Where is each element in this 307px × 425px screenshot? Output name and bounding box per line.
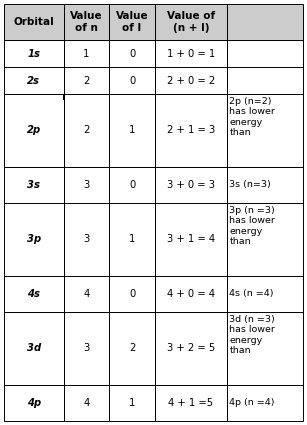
Bar	[64, 40, 109, 67]
Text: 3: 3	[83, 180, 90, 190]
Bar	[63, 94, 65, 100]
Text: 4p (n =4): 4p (n =4)	[229, 398, 275, 407]
Bar	[227, 312, 303, 385]
Bar	[109, 167, 155, 203]
Text: 2: 2	[83, 125, 90, 136]
Text: 4 + 0 = 4: 4 + 0 = 4	[167, 289, 215, 299]
Bar	[4, 276, 64, 312]
Text: 3 + 2 = 5: 3 + 2 = 5	[167, 343, 215, 353]
Text: 4: 4	[83, 398, 90, 408]
Text: Value of
(n + l): Value of (n + l)	[167, 11, 215, 33]
Bar	[227, 67, 303, 94]
Text: 0: 0	[129, 180, 135, 190]
Text: Orbital: Orbital	[14, 17, 54, 27]
Text: 3: 3	[83, 234, 90, 244]
Text: 0: 0	[129, 289, 135, 299]
Bar	[155, 94, 227, 167]
Text: 2 + 1 = 3: 2 + 1 = 3	[167, 125, 215, 136]
Bar	[227, 167, 303, 203]
Text: 3p: 3p	[27, 234, 41, 244]
Text: 2s: 2s	[27, 76, 40, 86]
Bar	[4, 385, 64, 421]
Bar	[155, 167, 227, 203]
Bar	[4, 94, 64, 167]
Bar	[64, 67, 109, 94]
Bar	[109, 40, 155, 67]
Bar	[4, 40, 64, 67]
Bar	[227, 276, 303, 312]
Bar	[109, 203, 155, 276]
Text: 0: 0	[129, 76, 135, 86]
Bar	[155, 385, 227, 421]
Bar	[64, 94, 109, 167]
Bar	[64, 4, 109, 40]
Bar	[64, 276, 109, 312]
Bar	[109, 4, 155, 40]
Bar	[227, 385, 303, 421]
Bar	[64, 312, 109, 385]
Bar	[155, 4, 227, 40]
Text: 2: 2	[83, 76, 90, 86]
Bar	[227, 40, 303, 67]
Text: 3 + 1 = 4: 3 + 1 = 4	[167, 234, 215, 244]
Bar	[155, 67, 227, 94]
Text: 2 + 0 = 2: 2 + 0 = 2	[167, 76, 215, 86]
Bar	[227, 94, 303, 167]
Bar	[155, 40, 227, 67]
Bar	[4, 167, 64, 203]
Text: 3d (n =3)
has lower
energy
than: 3d (n =3) has lower energy than	[229, 315, 275, 355]
Text: 3s: 3s	[27, 180, 40, 190]
Text: 2: 2	[129, 343, 135, 353]
Text: 3: 3	[83, 343, 90, 353]
Bar	[4, 4, 64, 40]
Text: 4s (n =4): 4s (n =4)	[229, 289, 274, 298]
Bar	[4, 67, 64, 94]
Text: 3p (n =3)
has lower
energy
than: 3p (n =3) has lower energy than	[229, 206, 275, 246]
Bar	[155, 312, 227, 385]
Bar	[227, 4, 303, 40]
Text: 4s: 4s	[27, 289, 40, 299]
Text: 2p: 2p	[27, 125, 41, 136]
Text: 3d: 3d	[27, 343, 41, 353]
Bar	[155, 276, 227, 312]
Bar	[4, 203, 64, 276]
Text: 1s: 1s	[27, 49, 40, 59]
Bar	[109, 385, 155, 421]
Bar	[109, 67, 155, 94]
Text: 2p (n=2)
has lower
energy
than: 2p (n=2) has lower energy than	[229, 97, 275, 137]
Bar	[109, 276, 155, 312]
Text: 0: 0	[129, 49, 135, 59]
Bar	[109, 94, 155, 167]
Text: 4: 4	[83, 289, 90, 299]
Bar	[109, 312, 155, 385]
Text: 1: 1	[129, 234, 135, 244]
Text: Value
of l: Value of l	[116, 11, 148, 33]
Text: Value
of n: Value of n	[70, 11, 103, 33]
Text: 1: 1	[83, 49, 90, 59]
Text: 4 + 1 =5: 4 + 1 =5	[168, 398, 213, 408]
Bar	[64, 167, 109, 203]
Text: 1: 1	[129, 398, 135, 408]
Text: 1 + 0 = 1: 1 + 0 = 1	[167, 49, 215, 59]
Bar	[155, 203, 227, 276]
Text: 3s (n=3): 3s (n=3)	[229, 180, 271, 190]
Bar	[4, 312, 64, 385]
Text: 4p: 4p	[27, 398, 41, 408]
Bar	[64, 203, 109, 276]
Bar	[227, 203, 303, 276]
Text: 1: 1	[129, 125, 135, 136]
Text: 3 + 0 = 3: 3 + 0 = 3	[167, 180, 215, 190]
Bar	[64, 385, 109, 421]
